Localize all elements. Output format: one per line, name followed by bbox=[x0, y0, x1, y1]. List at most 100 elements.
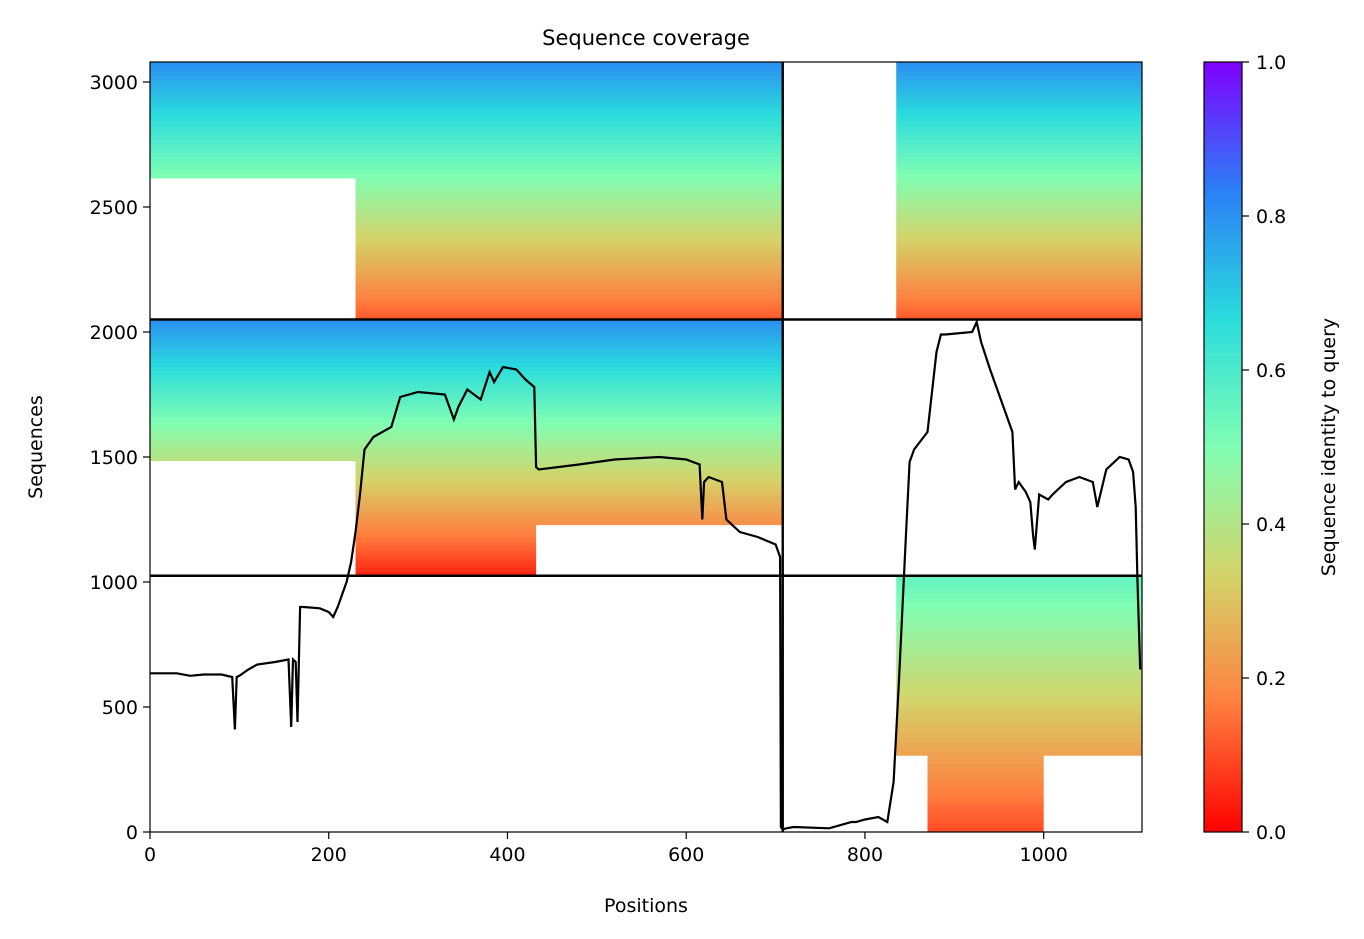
heatmap-row bbox=[896, 195, 1142, 200]
colorbar-tick-label: 0.8 bbox=[1256, 206, 1286, 228]
x-tick-label: 200 bbox=[311, 844, 347, 866]
heatmap-row bbox=[896, 686, 1142, 692]
heatmap-row bbox=[355, 237, 783, 243]
heatmap-row bbox=[150, 169, 783, 175]
heatmap-row bbox=[355, 490, 783, 496]
heatmap-row bbox=[896, 614, 1142, 620]
heatmap-row bbox=[355, 515, 783, 521]
colorbar-gradient bbox=[1203, 61, 1243, 833]
heatmap-row bbox=[355, 276, 783, 282]
heatmap-row bbox=[355, 263, 783, 269]
heatmap-row bbox=[355, 571, 537, 577]
heatmap-row bbox=[355, 533, 537, 538]
heatmap-row bbox=[150, 126, 783, 132]
y-tick-label: 1500 bbox=[90, 447, 138, 469]
heatmap-row bbox=[150, 417, 783, 423]
heatmap-row bbox=[355, 190, 783, 196]
heatmap-row bbox=[896, 708, 1142, 714]
heatmap-row bbox=[150, 87, 783, 93]
heatmap-row bbox=[150, 156, 783, 162]
heatmap-row bbox=[355, 203, 783, 209]
heatmap-row bbox=[896, 177, 1142, 183]
heatmap-blocks bbox=[150, 62, 1142, 832]
heatmap-row bbox=[896, 601, 1142, 607]
heatmap-row bbox=[150, 92, 783, 97]
heatmap-row bbox=[150, 400, 783, 406]
y-axis: 0 500 1000 1500 2000 2500 3000 bbox=[90, 72, 150, 844]
heatmap-row bbox=[896, 165, 1142, 170]
heatmap-row bbox=[150, 134, 783, 140]
heatmap-row bbox=[896, 276, 1142, 282]
colorbar-tick-label: 0.2 bbox=[1256, 668, 1286, 690]
x-tick-label: 1000 bbox=[1020, 844, 1068, 866]
heatmap-row bbox=[896, 268, 1142, 273]
heatmap-row bbox=[896, 682, 1142, 688]
heatmap-row bbox=[896, 246, 1142, 252]
heatmap-row bbox=[927, 793, 1044, 799]
y-tick-label: 3000 bbox=[90, 72, 138, 94]
heatmap-row bbox=[355, 246, 783, 252]
heatmap-row bbox=[355, 233, 783, 239]
heatmap-row bbox=[355, 306, 783, 312]
heatmap-row bbox=[150, 332, 783, 338]
heatmap-row bbox=[355, 177, 783, 183]
heatmap-row bbox=[355, 528, 537, 534]
heatmap-row bbox=[150, 345, 783, 350]
heatmap-row bbox=[355, 199, 783, 205]
heatmap-row bbox=[150, 396, 783, 402]
heatmap-row bbox=[927, 759, 1044, 765]
heatmap-row bbox=[896, 609, 1142, 615]
heatmap-row bbox=[896, 289, 1142, 295]
heatmap-row bbox=[150, 447, 783, 453]
heatmap-row bbox=[896, 656, 1142, 662]
heatmap-row bbox=[150, 451, 783, 457]
heatmap-row bbox=[896, 293, 1142, 299]
heatmap-row bbox=[355, 285, 783, 291]
heatmap-row bbox=[355, 207, 783, 213]
heatmap-row bbox=[896, 661, 1142, 667]
colorbar-tick-label: 0.4 bbox=[1256, 514, 1286, 536]
heatmap-block bbox=[150, 319, 783, 577]
heatmap-row bbox=[150, 439, 783, 444]
colorbar: 0.0 0.2 0.4 0.6 0.8 1.0 Sequence identity to … bbox=[1203, 52, 1340, 844]
heatmap-row bbox=[896, 212, 1142, 218]
heatmap-row bbox=[896, 665, 1142, 671]
heatmap-row bbox=[896, 237, 1142, 243]
heatmap-row bbox=[896, 738, 1142, 743]
heatmap-row bbox=[896, 122, 1142, 127]
heatmap-row bbox=[150, 104, 783, 110]
heatmap-row bbox=[896, 584, 1142, 590]
heatmap-row bbox=[896, 100, 1142, 106]
heatmap-row bbox=[355, 310, 783, 316]
heatmap-row bbox=[150, 62, 783, 67]
heatmap-row bbox=[896, 233, 1142, 239]
heatmap-row bbox=[355, 511, 783, 517]
colorbar-label: Sequence identity to query bbox=[1318, 318, 1340, 576]
x-axis-label: Positions bbox=[604, 895, 688, 917]
heatmap-row bbox=[150, 100, 783, 106]
heatmap-row bbox=[896, 203, 1142, 209]
heatmap-row bbox=[896, 306, 1142, 312]
heatmap-row bbox=[355, 460, 783, 466]
x-tick-label: 800 bbox=[847, 844, 883, 866]
colorbar-ticks: 0.0 0.2 0.4 0.6 0.8 1.0 bbox=[1242, 52, 1286, 844]
y-axis-label: Sequences bbox=[25, 395, 47, 499]
heatmap-row bbox=[896, 280, 1142, 286]
heatmap-row bbox=[927, 772, 1044, 778]
heatmap-row bbox=[896, 79, 1142, 85]
heatmap-row bbox=[150, 362, 783, 368]
heatmap-row bbox=[927, 785, 1044, 790]
heatmap-row bbox=[355, 524, 537, 530]
heatmap-row bbox=[896, 87, 1142, 93]
heatmap-row bbox=[355, 289, 783, 295]
heatmap-row bbox=[896, 130, 1142, 136]
heatmap-row bbox=[150, 66, 783, 72]
heatmap-row bbox=[150, 404, 783, 410]
heatmap-row bbox=[150, 74, 783, 80]
heatmap-row bbox=[150, 426, 783, 432]
heatmap-row bbox=[896, 652, 1142, 658]
heatmap-row bbox=[896, 733, 1142, 739]
heatmap-row bbox=[896, 182, 1142, 188]
heatmap-row bbox=[896, 597, 1142, 602]
heatmap-row bbox=[150, 443, 783, 449]
